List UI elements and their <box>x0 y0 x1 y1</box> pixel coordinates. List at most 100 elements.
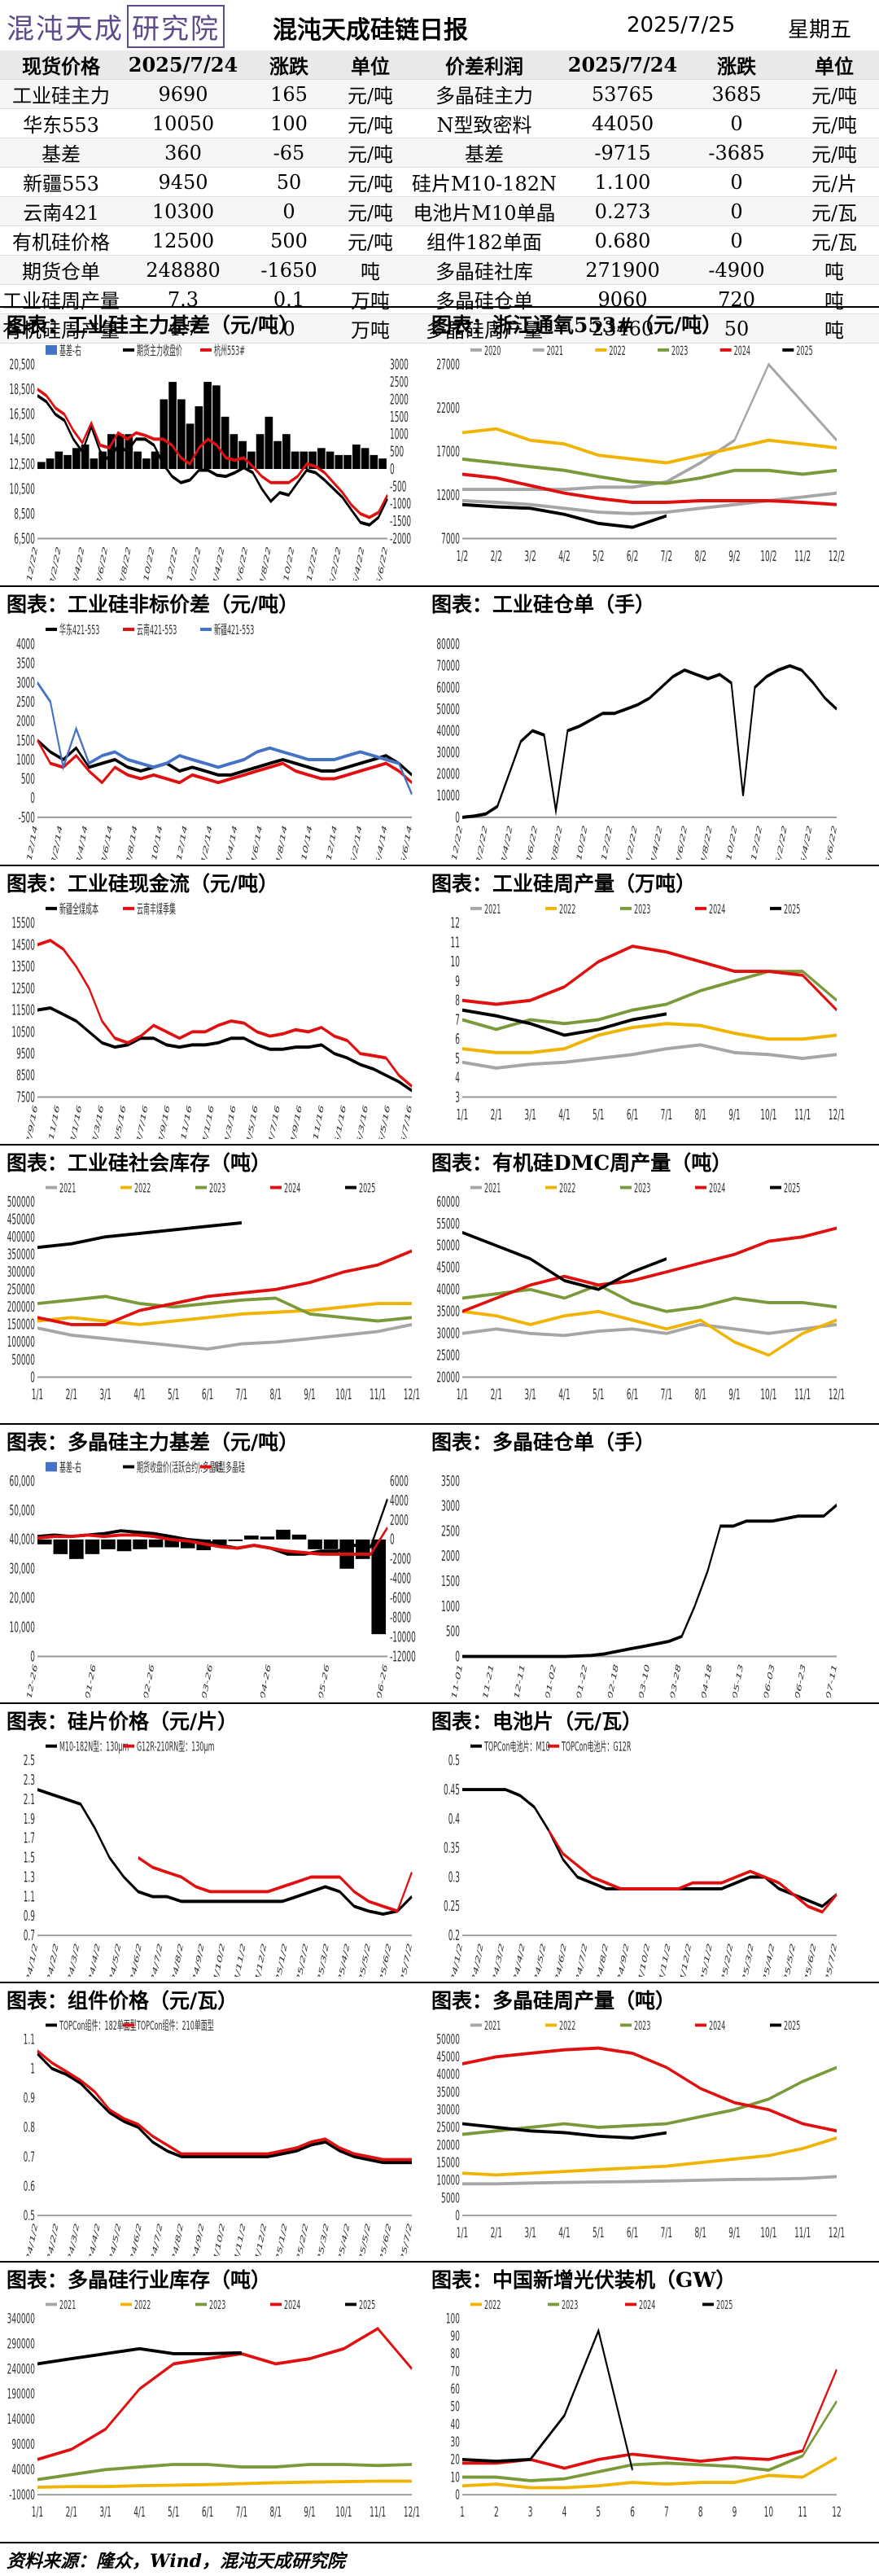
series-line <box>138 1855 413 1913</box>
table-cell: 50 <box>244 167 334 197</box>
x-tick-label: 3/1 <box>99 1387 111 1404</box>
x-tick-label: 2025-07-11 <box>818 1662 837 1698</box>
y-tick-label: 40000 <box>436 723 460 739</box>
y-tick-label: 17000 <box>436 444 460 460</box>
series-line <box>461 664 837 819</box>
y-tick-label: 12500 <box>11 981 35 997</box>
basis-bar <box>107 434 116 469</box>
x-tick-label: 24/4/2 <box>87 1941 102 1977</box>
legend: 2021 2022 2023 2024 2025 <box>470 901 800 917</box>
y-tick-label: 100 <box>446 2311 460 2327</box>
x-tick-label: 2025-03-26 <box>194 1662 213 1698</box>
chart-6: 2021 2022 2023 2024 202505000010000015000020… <box>7 1181 420 1404</box>
chart-0: 基差-右 期货主力收盘价 杭州553# 6,500 8,500 10,500 12,500 1… <box>10 343 412 580</box>
table-row: 基差 360 -65 元/吨 基差 -9715 -3685 元/吨 <box>0 138 879 168</box>
table-cell: 0 <box>684 196 789 226</box>
x-tick-label: 6 <box>630 2504 635 2521</box>
table-cell: -3685 <box>684 138 789 168</box>
x-tick-label: 24/4/2 <box>512 1941 527 1977</box>
x-tick-label: 24/2/2 <box>46 2221 59 2256</box>
x-tick-label: 12/1 <box>829 1387 845 1404</box>
y-right-tick-label: 3000 <box>390 357 409 373</box>
table-cell: 0.273 <box>562 196 684 226</box>
basis-bar <box>148 1539 164 1548</box>
series-line <box>37 1788 413 1916</box>
x-tick-label: 8/2 <box>694 549 706 565</box>
table-cell: 50 <box>684 313 789 344</box>
series-line <box>37 939 413 1089</box>
x-tick-label: 24/8/2 <box>170 1941 185 1977</box>
y-tick-label: 80000 <box>436 637 460 653</box>
legend-label: 2024 <box>709 2018 725 2033</box>
chart-title: 图表：中国新增光伏装机（GW） <box>431 2268 737 2292</box>
legend-label: 2022 <box>559 901 575 917</box>
series-line <box>461 1008 667 1037</box>
y-tick-label: 4 <box>455 1071 460 1087</box>
y-tick-label: 0.9 <box>24 2091 35 2107</box>
chart-title: 图表：工业硅社会库存（吨） <box>7 1151 272 1175</box>
y-tick-label: 10 <box>451 954 460 970</box>
x-tick-label: 11/1 <box>794 1387 811 1404</box>
x-tick-label: 24/4/22 <box>648 823 663 860</box>
x-tick-label: 2025-06-03 <box>756 1662 776 1698</box>
y-tick-label: 2500 <box>441 1523 460 1540</box>
legend-label: 2024 <box>734 343 750 358</box>
x-tick-label: 25/2/2 <box>295 2221 309 2256</box>
x-tick-label: 25/7/2 <box>399 1941 413 1977</box>
table-cell: 1.100 <box>562 167 684 197</box>
y-right-tick-label: 1000 <box>390 427 409 443</box>
x-tick-label: 24/11/2 <box>231 1941 247 1977</box>
x-tick-label: 25/4/14 <box>373 823 388 860</box>
chart-title: 图表：电池片（元/瓦） <box>431 1710 643 1733</box>
report-weekday: 星期五 <box>788 18 852 42</box>
x-tick-label: 24/8/14 <box>273 823 288 860</box>
y-tick-label: 8,500 <box>14 506 35 523</box>
x-tick-label: 3/2 <box>524 549 536 565</box>
legend-label: 2021 <box>484 2018 501 2033</box>
table-cell: 100 <box>244 108 334 138</box>
section-divider <box>0 865 879 866</box>
legend-label: 杭州553# <box>214 343 245 358</box>
x-tick-label: 23/10/14 <box>146 823 164 860</box>
x-tick-label: 3 <box>528 2504 533 2521</box>
y-tick-label: 55000 <box>436 1216 460 1233</box>
y-tick-label: 14,500 <box>10 432 35 448</box>
x-tick-label: 24/6/2 <box>553 1941 568 1977</box>
x-tick-label: 24/8/22 <box>698 823 713 860</box>
table-cell: 现货价格 <box>0 50 122 80</box>
y-tick-label: 50,000 <box>10 1503 35 1519</box>
x-tick-label: 24/11/2 <box>231 2221 247 2256</box>
legend-label: 2023 <box>209 1181 225 1196</box>
legend-label: 2021 <box>59 2298 76 2312</box>
y-tick-label: 0.8 <box>24 2120 35 2136</box>
y-tick-label: 45000 <box>436 1260 460 1277</box>
x-tick-label: 11/1 <box>370 2504 386 2521</box>
chart-9: 0 500 1000 1500 2000 2500 3000 3500 2024-11-01 20… <box>441 1474 838 1698</box>
x-tick-label: 2025-04-18 <box>693 1662 713 1698</box>
x-tick-label: 24/1/2 <box>449 1941 464 1977</box>
x-tick-label: 24/5/2 <box>108 2221 122 2256</box>
chart-title: 图表：有机硅DMC周产量（吨） <box>431 1151 732 1175</box>
y-right-tick-label: -500 <box>390 479 406 495</box>
y-tick-label: 140000 <box>7 2412 35 2428</box>
x-tick-label: 8/1 <box>694 1107 706 1124</box>
x-tick-label: 4/1 <box>133 1387 145 1404</box>
section-divider <box>0 1982 879 1983</box>
legend-label: 云南421-553 <box>137 622 177 637</box>
y-tick-label: 20000 <box>436 766 460 782</box>
chart-title: 图表：多晶硅行业库存（吨） <box>7 2268 272 2292</box>
x-tick-label: 11/2 <box>794 549 811 565</box>
x-tick-label: 23/3/16 <box>89 1102 105 1139</box>
x-tick-label: 24/11/16 <box>308 1102 325 1139</box>
x-tick-label: 24/11/2 <box>656 1941 672 1977</box>
series-line <box>37 2049 412 2162</box>
y-tick-label: 30000 <box>436 1325 460 1342</box>
y-tick-label: 30 <box>451 2434 460 2451</box>
table-row: 有机硅价格 12500 500 元/吨 组件182单面 0.680 0 元/瓦 <box>0 226 879 256</box>
x-tick-label: 24/3/2 <box>67 2221 81 2256</box>
y-tick-label: 0.4 <box>448 1812 460 1828</box>
table-cell: -65 <box>244 138 334 168</box>
table-cell: 12500 <box>122 226 244 256</box>
y-tick-label: 1 <box>30 2061 35 2077</box>
